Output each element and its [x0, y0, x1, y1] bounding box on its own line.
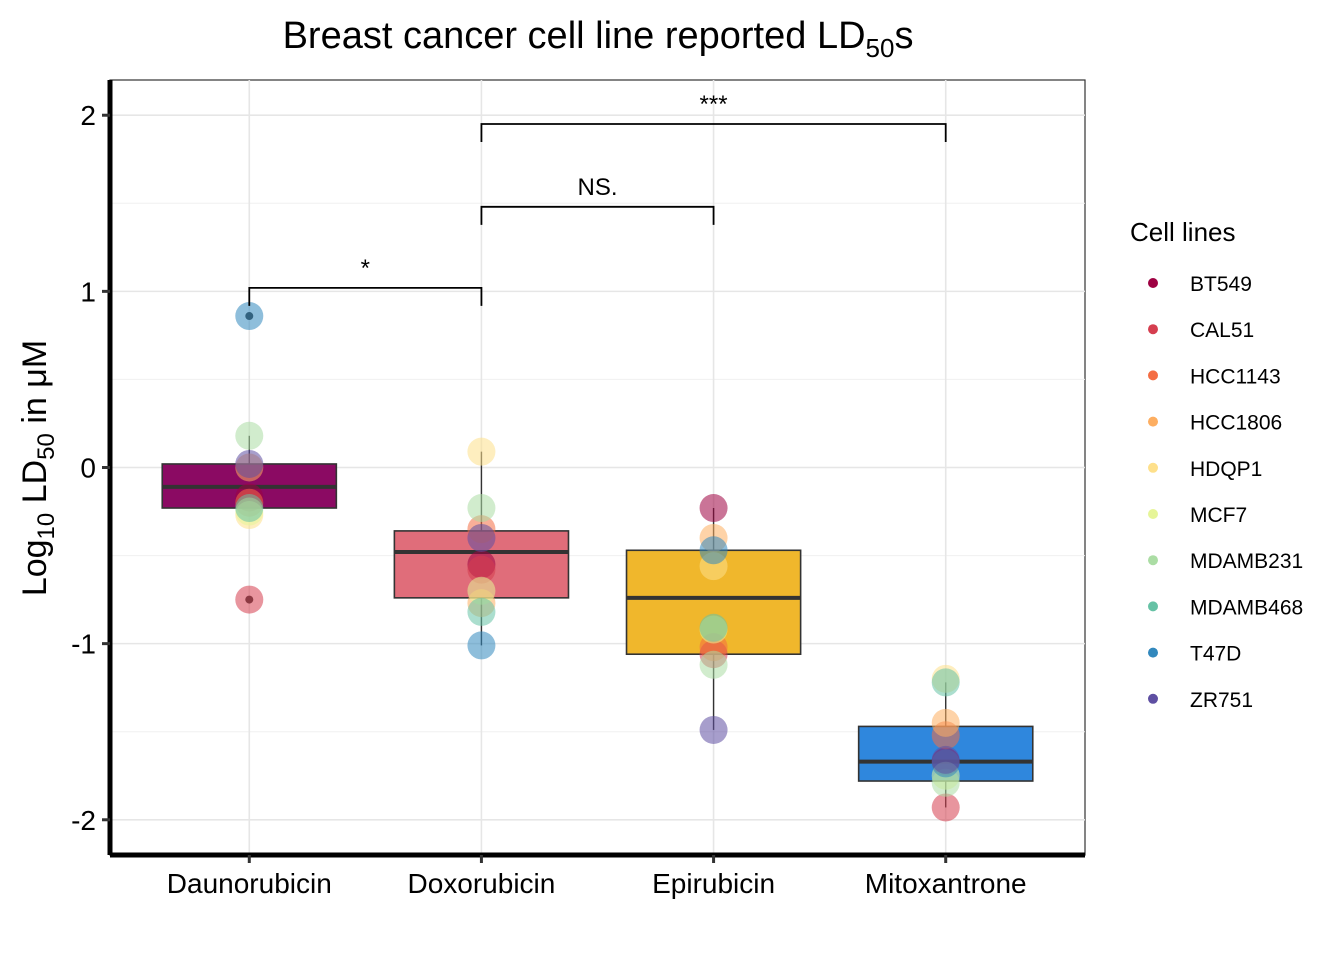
y-tick-label: -2: [71, 805, 96, 836]
point-mdamb231: [235, 421, 264, 450]
legend-key-mdamb468: [1148, 601, 1158, 612]
legend-label: HCC1143: [1190, 365, 1281, 388]
point-t47d: [699, 536, 728, 565]
point-cal51: [931, 793, 960, 822]
legend-label: HCC1806: [1190, 412, 1282, 435]
point-bt549: [699, 494, 728, 523]
legend-label: ZR751: [1190, 689, 1253, 712]
point-mdamb231: [467, 494, 496, 523]
legend-label: MCF7: [1190, 504, 1247, 527]
legend-title: Cell lines: [1130, 217, 1236, 247]
point-layer: [235, 302, 960, 822]
significance-bracket: [480, 205, 715, 225]
legend-key-cal51: [1148, 324, 1158, 335]
point-mdamb468: [467, 597, 496, 626]
legend-key-mdamb231: [1148, 555, 1158, 566]
point-mdamb468: [931, 668, 960, 697]
legend: Cell lines BT549 CAL51 HCC1143 HCC1806 HDQP1 M…: [1130, 217, 1303, 712]
x-tick-label: Doxorubicin: [407, 868, 555, 899]
legend-key-bt549: [1148, 278, 1158, 288]
point-cal51: [467, 555, 496, 584]
legend-key-hdqp1: [1148, 462, 1158, 473]
legend-key-hcc1806: [1148, 416, 1158, 427]
point-mcf7: [467, 576, 496, 605]
x-tick-label: Daunorubicin: [167, 868, 332, 899]
point-mdamb468: [235, 494, 264, 523]
point-cal51: [235, 585, 264, 614]
point-mdamb231: [931, 768, 960, 797]
legend-key-hcc1143: [1148, 370, 1158, 381]
significance-label: *: [361, 255, 370, 282]
point-zr751: [235, 449, 264, 478]
legend-key-mcf7: [1148, 509, 1158, 519]
chart-title: Breast cancer cell line reported LD50s: [283, 15, 914, 63]
legend-label: MDAMB231: [1190, 550, 1303, 573]
y-axis-label: Log10 LD50 in μM: [16, 340, 60, 596]
significance-layer: * NS. ***: [248, 91, 947, 306]
legend-key-t47d: [1148, 647, 1158, 658]
point-zr751: [931, 745, 960, 774]
x-tick-label: Epirubicin: [652, 868, 775, 899]
legend-label: CAL51: [1190, 319, 1254, 342]
y-tick-label: 1: [80, 276, 96, 307]
legend-label: HDQP1: [1190, 458, 1262, 481]
legend-label: MDAMB468: [1190, 596, 1303, 619]
point-mdamb231: [699, 650, 728, 679]
significance-label: ***: [700, 91, 728, 118]
legend-label: BT549: [1190, 273, 1252, 296]
y-tick-label: 0: [80, 453, 96, 484]
legend-key-zr751: [1148, 693, 1158, 704]
point-t47d: [235, 302, 264, 331]
significance-label: NS.: [577, 174, 617, 201]
point-zr751: [467, 523, 496, 552]
x-tick-label: Mitoxantrone: [865, 868, 1027, 899]
y-tick-label: -1: [71, 629, 96, 660]
point-mdamb468: [699, 613, 728, 642]
y-tick-label: 2: [80, 100, 96, 131]
point-t47d: [467, 631, 496, 660]
point-zr751: [699, 715, 728, 744]
significance-bracket: [248, 286, 483, 306]
point-hdqp1: [467, 437, 496, 466]
significance-bracket: [480, 123, 947, 143]
legend-label: T47D: [1190, 643, 1241, 666]
point-hcc1806: [931, 708, 960, 737]
axis-layer: -2 -1 0 1 2 Daunorubicin Doxorubicin Epirubicin…: [71, 80, 1085, 899]
